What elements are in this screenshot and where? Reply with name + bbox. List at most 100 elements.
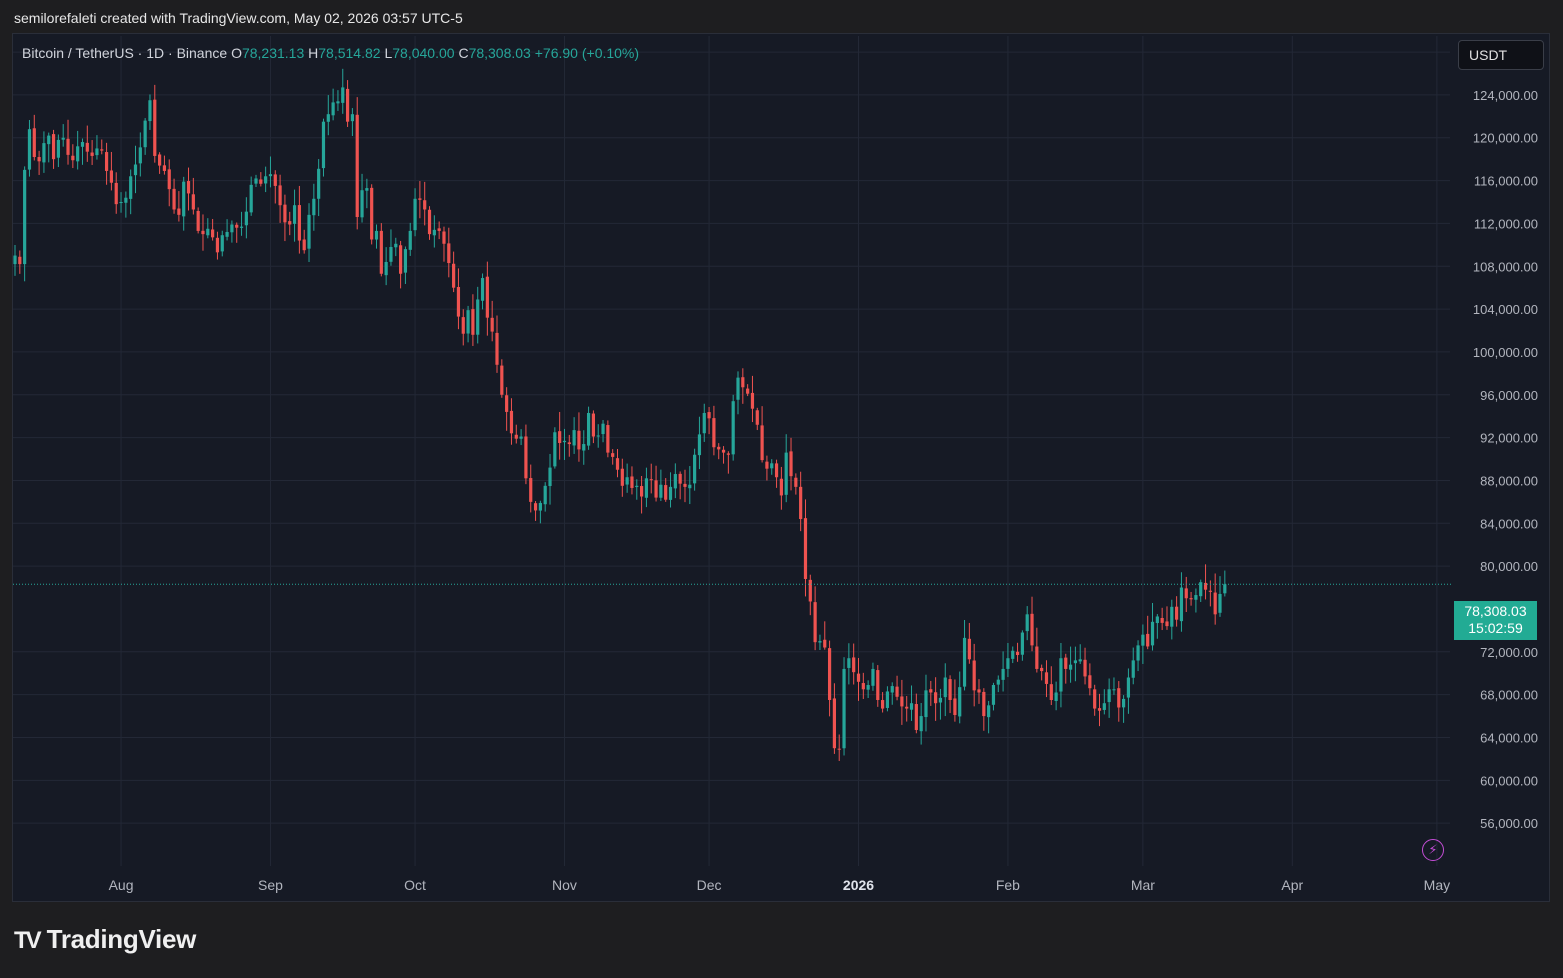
candle-body bbox=[1044, 672, 1049, 684]
candle-body bbox=[678, 473, 682, 484]
y-tick-label: 56,000.00 bbox=[1480, 816, 1538, 831]
candle-body bbox=[331, 102, 335, 116]
candle-body bbox=[900, 696, 904, 707]
candle-body bbox=[273, 174, 277, 186]
candle-body bbox=[1054, 692, 1058, 702]
candle-body bbox=[162, 165, 167, 171]
y-tick-label: 88,000.00 bbox=[1480, 473, 1538, 488]
candle-body bbox=[47, 135, 51, 145]
candle-body bbox=[755, 410, 759, 425]
candle-body bbox=[239, 226, 244, 228]
candle-body bbox=[967, 638, 971, 660]
candle-body bbox=[827, 648, 832, 700]
candle-body bbox=[890, 686, 894, 693]
candle-body bbox=[1001, 668, 1005, 680]
candle-body bbox=[225, 231, 229, 237]
candle-body bbox=[1179, 587, 1184, 622]
candle-body bbox=[799, 486, 803, 520]
y-tick-label: 64,000.00 bbox=[1480, 730, 1538, 745]
candle-body bbox=[23, 169, 27, 265]
candle-body bbox=[558, 431, 562, 443]
candle-body bbox=[707, 412, 711, 419]
candle-body bbox=[95, 148, 99, 156]
candle-body bbox=[721, 449, 726, 453]
candle-body bbox=[341, 87, 345, 103]
candle-body bbox=[808, 579, 812, 602]
candle-body bbox=[654, 480, 658, 498]
candle-body bbox=[158, 154, 162, 166]
candle-body bbox=[1170, 606, 1174, 627]
candle-body bbox=[427, 209, 432, 235]
candle-body bbox=[625, 477, 629, 485]
candle-body bbox=[321, 121, 326, 169]
candle-body bbox=[432, 229, 436, 236]
candle-body bbox=[148, 100, 152, 122]
candle-body bbox=[606, 425, 610, 453]
candle-body bbox=[32, 128, 36, 158]
candle-body bbox=[1203, 582, 1208, 590]
candle-body bbox=[447, 243, 451, 264]
candle-body bbox=[538, 502, 542, 511]
candle-body bbox=[1155, 616, 1159, 624]
candle-body bbox=[259, 179, 263, 184]
x-tick-label: Sep bbox=[258, 877, 283, 893]
candle-body bbox=[1199, 582, 1203, 597]
candle-body bbox=[543, 485, 547, 505]
candle-body bbox=[27, 129, 32, 170]
candle-body bbox=[495, 332, 499, 365]
candle-body bbox=[1131, 660, 1135, 678]
candle-body bbox=[1189, 598, 1193, 600]
candle-body bbox=[1126, 677, 1131, 698]
candle-body bbox=[765, 461, 769, 469]
candle-body bbox=[1160, 617, 1164, 623]
candle-body bbox=[133, 164, 138, 176]
candle-body bbox=[442, 231, 446, 244]
candle-body bbox=[895, 686, 899, 697]
candle-body bbox=[13, 255, 17, 265]
candle-body bbox=[345, 88, 350, 122]
currency-selector[interactable]: USDT bbox=[1458, 40, 1544, 70]
candle-body bbox=[206, 228, 210, 236]
candle-body bbox=[842, 668, 846, 749]
candle-body bbox=[866, 685, 870, 690]
candle-body bbox=[760, 425, 764, 461]
candle-body bbox=[823, 639, 827, 648]
candle-body bbox=[1020, 632, 1024, 655]
y-tick-label: 116,000.00 bbox=[1474, 174, 1538, 189]
candle-body bbox=[664, 485, 668, 500]
candle-body bbox=[191, 194, 195, 210]
candle-body bbox=[620, 468, 624, 486]
candle-body bbox=[924, 690, 928, 718]
candle-body bbox=[987, 705, 991, 718]
candle-body bbox=[818, 641, 822, 643]
candle-body bbox=[1049, 684, 1053, 700]
candle-body bbox=[76, 146, 80, 162]
candle-body bbox=[1165, 621, 1169, 627]
candle-body bbox=[736, 377, 740, 400]
candle-body bbox=[403, 249, 408, 273]
bar-countdown: 15:02:59 bbox=[1468, 620, 1523, 636]
candle-body bbox=[485, 276, 489, 318]
brand-name: TradingView bbox=[46, 924, 197, 954]
high-value: 78,514.82 bbox=[318, 45, 381, 61]
candle-body bbox=[215, 237, 220, 253]
chart-caption: semilorefaleti created with TradingView.… bbox=[14, 10, 463, 26]
candle-body bbox=[480, 278, 485, 301]
candle-body bbox=[524, 436, 528, 479]
symbol-label[interactable]: Bitcoin / TetherUS · 1D · Binance bbox=[22, 45, 228, 61]
lightning-icon[interactable]: ⚡ bbox=[1422, 839, 1444, 861]
candle-body bbox=[37, 157, 41, 162]
candle-body bbox=[476, 299, 480, 335]
candle-body bbox=[630, 476, 634, 488]
candle-body bbox=[977, 689, 981, 693]
candle-body bbox=[85, 142, 89, 152]
candle-body bbox=[249, 184, 253, 213]
candle-body bbox=[389, 246, 393, 262]
candle-body bbox=[649, 479, 653, 481]
candle-body bbox=[596, 435, 600, 437]
candle-body bbox=[1208, 590, 1212, 592]
candle-body bbox=[394, 243, 398, 248]
candle-body bbox=[803, 518, 808, 579]
candle-body bbox=[461, 317, 465, 334]
